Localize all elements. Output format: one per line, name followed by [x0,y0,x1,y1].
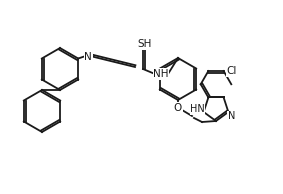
Text: SH: SH [138,39,152,49]
Text: O: O [174,103,182,113]
Text: HN: HN [190,104,205,114]
Text: N: N [84,51,92,61]
Text: Cl: Cl [227,66,237,76]
Text: NH: NH [153,69,169,79]
Text: N: N [228,111,235,121]
